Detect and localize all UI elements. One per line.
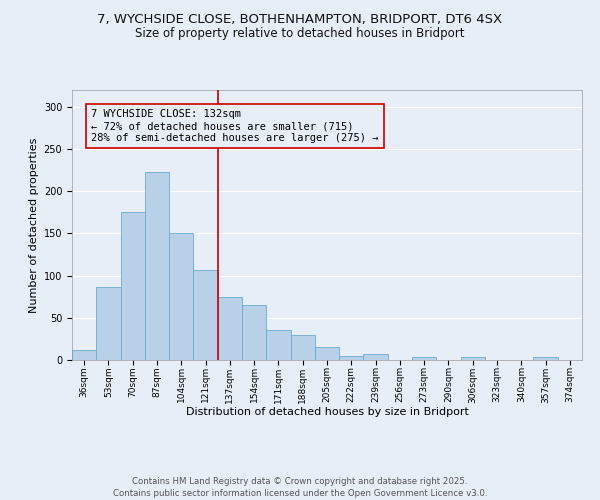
Bar: [121, 212, 145, 360]
Bar: [533, 358, 558, 360]
Y-axis label: Number of detached properties: Number of detached properties: [29, 138, 40, 312]
Bar: [169, 234, 193, 360]
Text: Size of property relative to detached houses in Bridport: Size of property relative to detached ho…: [135, 28, 465, 40]
Bar: [72, 350, 96, 360]
Bar: [193, 270, 218, 360]
Bar: [412, 358, 436, 360]
Text: 7 WYCHSIDE CLOSE: 132sqm
← 72% of detached houses are smaller (715)
28% of semi-: 7 WYCHSIDE CLOSE: 132sqm ← 72% of detach…: [91, 110, 379, 142]
X-axis label: Distribution of detached houses by size in Bridport: Distribution of detached houses by size …: [185, 407, 469, 417]
Bar: [339, 356, 364, 360]
Bar: [290, 334, 315, 360]
Bar: [242, 305, 266, 360]
Bar: [266, 330, 290, 360]
Bar: [315, 348, 339, 360]
Bar: [364, 354, 388, 360]
Bar: [96, 288, 121, 360]
Bar: [461, 358, 485, 360]
Text: 7, WYCHSIDE CLOSE, BOTHENHAMPTON, BRIDPORT, DT6 4SX: 7, WYCHSIDE CLOSE, BOTHENHAMPTON, BRIDPO…: [97, 12, 503, 26]
Text: Contains HM Land Registry data © Crown copyright and database right 2025.
Contai: Contains HM Land Registry data © Crown c…: [113, 476, 487, 498]
Bar: [218, 296, 242, 360]
Bar: [145, 172, 169, 360]
